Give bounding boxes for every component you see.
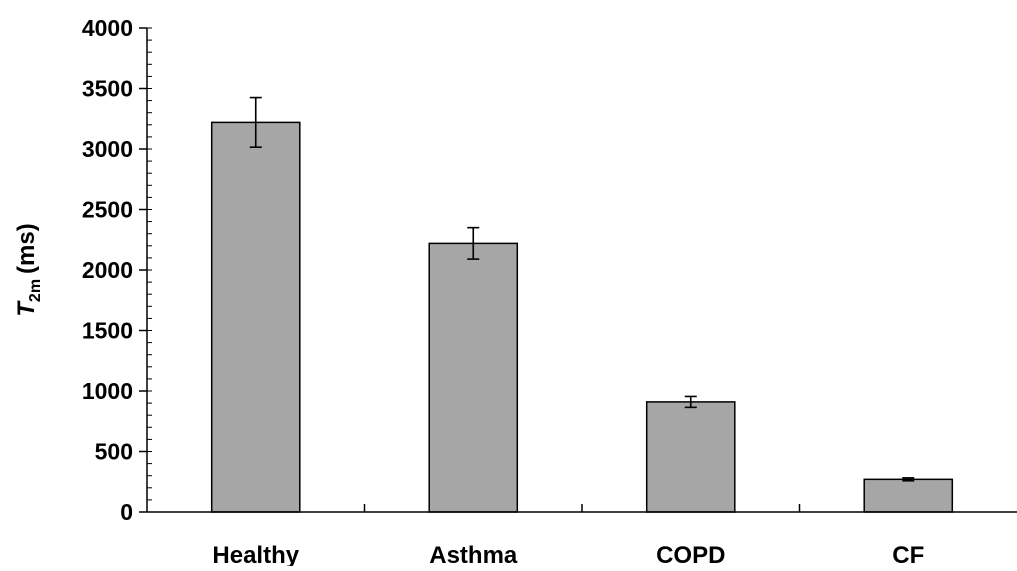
bar-cf [863,478,954,513]
y-axis-title-main: T [13,300,40,317]
y-tick-label-4000: 4000 [82,15,133,41]
bar-healthy [210,121,301,513]
y-tick-label-1500: 1500 [82,318,133,344]
axes-layer [139,27,1017,513]
y-tick-label-3500: 3500 [82,76,133,102]
error-bars-layer [249,96,915,482]
x-tick-label-cf: CF [892,542,924,566]
y-tick-label-2500: 2500 [82,197,133,223]
error-bar-cf [902,477,915,482]
x-tick-label-asthma: Asthma [429,542,518,566]
bars-layer [210,121,954,513]
y-tick-label-0: 0 [120,499,133,525]
bar-copd [645,401,736,513]
y-tick-label-3000: 3000 [82,136,133,162]
y-tick-label-500: 500 [95,439,133,465]
y-axis-title: T2m (ms) [13,223,44,316]
x-tick-label-copd: COPD [656,542,725,566]
y-axis-title-sub: 2m [27,279,44,302]
x-tick-label-healthy: Healthy [212,542,299,566]
error-bar-asthma [467,226,480,260]
error-bar-healthy [249,96,262,148]
y-tick-label-1000: 1000 [82,378,133,404]
labels-layer: Healthy Asthma COPD CF 0 500 1000 1500 2000 2500 3… [82,15,924,569]
error-bar-copd [684,395,697,409]
bar-asthma [428,242,519,513]
y-axis-title-unit: (ms) [13,223,40,274]
y-tick-label-2000: 2000 [82,257,133,283]
